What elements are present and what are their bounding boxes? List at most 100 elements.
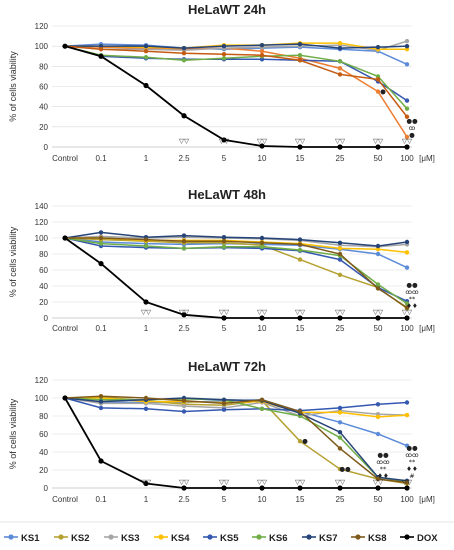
series-line-ks6 [64,397,408,483]
data-point-ks6 [221,244,227,249]
data-point-ks2 [404,134,410,140]
data-point-ks7 [221,235,227,240]
data-point-dox [62,395,68,401]
data-point-ks8 [259,397,265,402]
data-point-ks8 [404,305,410,310]
significance-mark: ▽▽ [141,308,151,316]
y-tick-label: 100 [35,394,49,403]
y-tick-label: 80 [39,250,48,259]
data-point-ks7 [181,45,187,51]
data-point-ks6 [181,58,187,63]
data-point-ks7 [181,233,187,238]
series-line-ks7 [64,231,408,247]
data-point-ks8 [259,240,265,245]
x-tick-label: Control [52,154,78,163]
series-line-ks8 [64,45,408,118]
series-line-ks8 [65,237,408,309]
x-tick-label: 5 [222,495,227,504]
data-point-ks5 [181,409,187,414]
legend-swatch-marker [8,534,14,540]
data-point-ks8 [98,46,104,52]
significance-mark: ▽▽ [257,478,267,486]
significance-mark: ▽▽ [402,137,412,145]
y-tick-label: 80 [39,62,48,71]
data-point-ks7 [337,240,343,245]
data-point-dox [98,261,104,267]
x-tick-label: Control [52,324,78,333]
legend-swatch-marker [404,534,410,540]
series-line-ks3 [64,235,408,248]
x-tick-label: 15 [296,154,305,163]
data-point-ks8 [297,242,303,247]
y-axis-label: % of cells viability [8,51,18,122]
data-point-ks8 [375,476,381,482]
significance-mark: ▽▽ [257,137,267,145]
y-tick-label: 40 [39,282,48,291]
data-point-ks7 [259,42,265,48]
data-point-ks7 [337,45,343,51]
data-point-ks2 [375,89,381,94]
data-point-dox [375,485,381,491]
data-point-dox [337,485,343,491]
data-point-ks7 [337,430,343,435]
series-line-ks5 [64,397,408,413]
significance-mark: ▽▽ [257,308,267,316]
data-point-ks6 [259,406,265,411]
data-point-ks4 [404,412,410,418]
y-tick-label: 0 [44,143,49,152]
significance-mark: ** [409,458,416,466]
data-point-ks7 [98,399,104,404]
panel-3: HeLaWT 72h 0 20 40 60 80 100 120 % of cells viab… [8,359,435,504]
x-tick-label: 10 [258,495,267,504]
y-axis-label: % of cells viability [8,398,18,469]
x-unit-label: [μM] [419,324,435,333]
x-tick-label: 25 [336,495,345,504]
data-point-ks5 [337,405,343,411]
x-tick-label: 1 [144,495,149,504]
significance-mark: ▽▽ [219,478,229,486]
legend: KS1 KS2 KS3 KS4 KS5 KS6 KS7 KS8 DOX [0,521,454,544]
data-point-ks8 [375,77,381,82]
data-point-ks8 [404,480,410,485]
data-point-ks6 [337,435,343,440]
data-point-ks5 [259,57,265,62]
data-point-ks6 [143,55,149,60]
y-tick-label: 40 [39,448,48,457]
x-tick-label: 50 [374,495,383,504]
data-point-ks6 [259,244,265,249]
data-point-ks6 [337,59,343,64]
data-point-dox [181,113,187,119]
data-point-ks1 [375,431,381,437]
series-line-ks2 [64,45,408,138]
x-tick-label: 50 [374,154,383,163]
data-point-ks7 [404,43,410,49]
x-tick-label: 2.5 [178,324,190,333]
y-tick-label: 0 [44,314,49,323]
x-tick-label: Control [52,495,78,504]
y-tick-label: 0 [44,484,49,493]
data-point-dox [375,144,381,150]
significance-mark: ▽▽ [179,137,189,145]
y-tick-label: 60 [39,83,48,92]
series-line-ks8 [64,395,408,484]
data-point-dox [337,315,343,321]
x-tick-label: 10 [258,154,267,163]
data-point-ks5 [98,405,104,411]
data-point-ks3 [181,403,187,409]
series-line-dox [64,45,407,148]
series-line-ks7 [65,43,408,49]
significance-mark: # [409,472,414,480]
data-point-dox [98,53,104,59]
significance-mark: ▽▽ [219,137,229,145]
data-point-ks8 [181,239,187,244]
data-point-ks2 [297,257,303,262]
series-line-ks6 [64,237,408,305]
legend-item-label: KS7 [319,533,337,544]
series-line-ks2 [64,237,408,310]
significance-mark: ♦♦ [406,465,418,473]
legend-swatch-marker [355,534,361,540]
legend-item-label: KS6 [269,533,287,544]
series-line-ks5 [64,237,408,302]
data-point-dox [221,485,227,491]
data-point-ks5 [404,98,410,103]
